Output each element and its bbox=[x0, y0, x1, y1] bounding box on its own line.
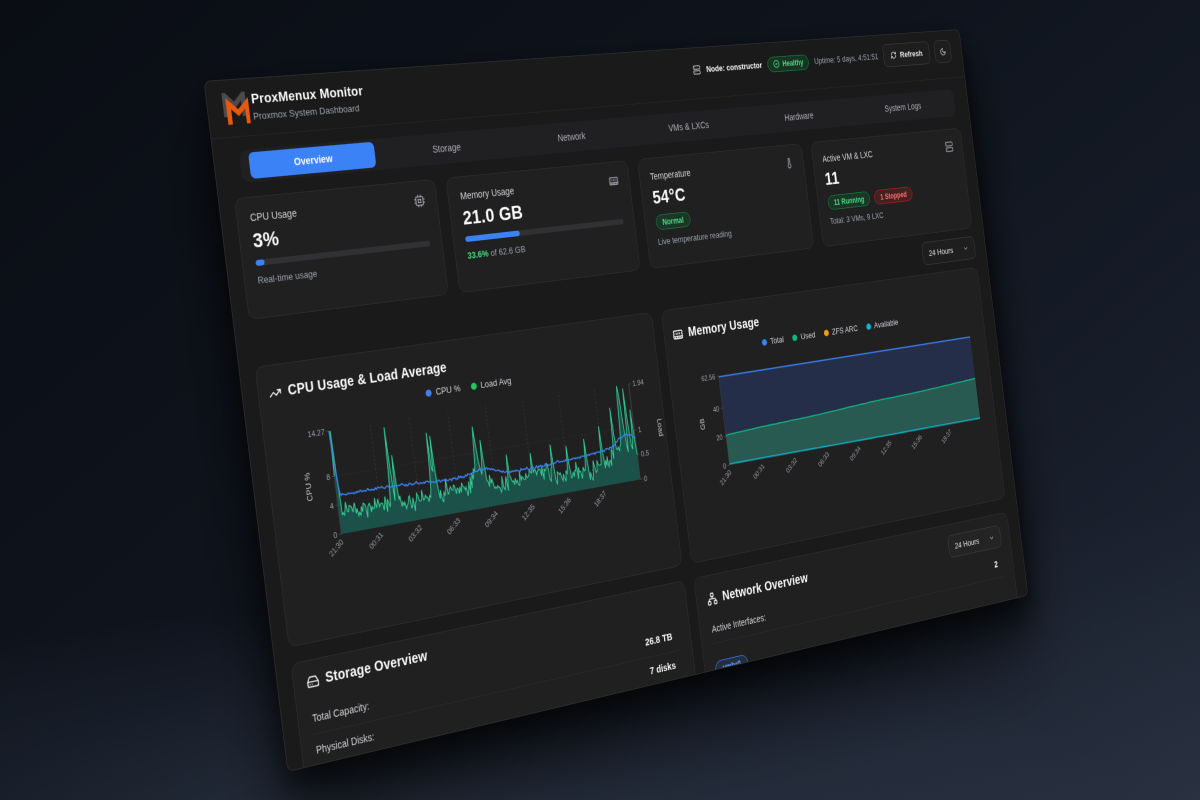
svg-text:1.94: 1.94 bbox=[632, 378, 645, 388]
svg-text:20: 20 bbox=[716, 433, 724, 442]
svg-text:0: 0 bbox=[643, 474, 648, 483]
svg-text:4: 4 bbox=[329, 502, 334, 512]
svg-text:18:37: 18:37 bbox=[593, 489, 608, 509]
svg-text:00:31: 00:31 bbox=[752, 462, 766, 481]
svg-text:06:33: 06:33 bbox=[817, 450, 831, 469]
svg-text:03:32: 03:32 bbox=[407, 523, 424, 544]
svg-text:09:34: 09:34 bbox=[483, 509, 500, 530]
svg-text:Load: Load bbox=[656, 418, 666, 437]
svg-text:0.5: 0.5 bbox=[640, 449, 650, 459]
svg-text:GB: GB bbox=[698, 418, 707, 431]
svg-text:09:34: 09:34 bbox=[849, 444, 863, 463]
svg-text:18:37: 18:37 bbox=[940, 428, 953, 446]
svg-text:00:31: 00:31 bbox=[368, 530, 385, 551]
svg-text:40: 40 bbox=[713, 405, 721, 414]
svg-text:03:32: 03:32 bbox=[785, 456, 799, 475]
svg-text:21:30: 21:30 bbox=[719, 468, 734, 487]
svg-text:0: 0 bbox=[723, 462, 728, 471]
svg-text:12:35: 12:35 bbox=[880, 438, 893, 456]
svg-text:06:33: 06:33 bbox=[446, 516, 463, 537]
svg-text:21:30: 21:30 bbox=[328, 537, 346, 559]
svg-text:15:36: 15:36 bbox=[910, 433, 923, 451]
svg-text:62.56: 62.56 bbox=[701, 373, 716, 384]
svg-text:8: 8 bbox=[326, 473, 331, 483]
svg-text:15:36: 15:36 bbox=[557, 495, 573, 515]
svg-text:12:35: 12:35 bbox=[521, 502, 537, 522]
svg-text:0: 0 bbox=[333, 530, 338, 540]
svg-text:14.27: 14.27 bbox=[307, 428, 325, 440]
svg-text:CPU %: CPU % bbox=[302, 472, 314, 503]
svg-text:1: 1 bbox=[637, 425, 641, 434]
